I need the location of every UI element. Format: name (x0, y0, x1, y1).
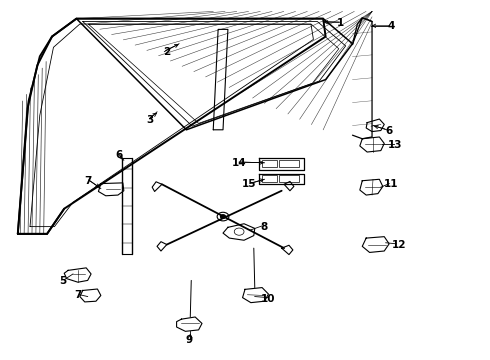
Text: 5: 5 (60, 276, 67, 286)
Text: 3: 3 (146, 115, 153, 125)
Bar (279, 175, 299, 182)
Text: 4: 4 (388, 21, 395, 31)
Circle shape (220, 215, 225, 219)
Text: 12: 12 (392, 240, 406, 250)
Text: 15: 15 (242, 179, 256, 189)
Text: 9: 9 (185, 334, 193, 345)
Text: 6: 6 (386, 126, 393, 135)
Text: 10: 10 (261, 294, 276, 304)
Text: 11: 11 (383, 179, 398, 189)
Text: 1: 1 (337, 18, 344, 28)
Bar (262, 175, 277, 182)
Text: 13: 13 (388, 140, 403, 150)
Bar (279, 160, 299, 167)
Text: 6: 6 (115, 150, 122, 160)
Text: 14: 14 (232, 158, 246, 168)
Text: 7: 7 (74, 291, 81, 301)
Text: 7: 7 (84, 176, 91, 186)
Text: 2: 2 (163, 46, 171, 57)
Text: 8: 8 (260, 222, 267, 232)
Bar (262, 160, 277, 167)
